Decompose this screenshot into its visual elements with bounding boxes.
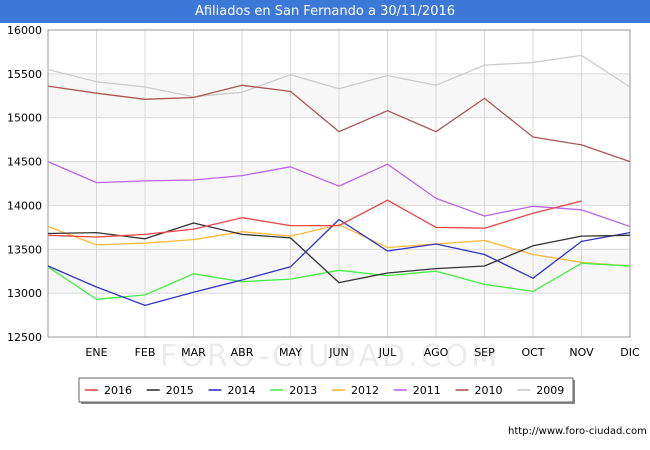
watermark-text: FORO-CIUDAD.COM — [160, 339, 500, 374]
x-tick-label: JUL — [378, 346, 397, 359]
x-axis: ENE FEB MAR ABR MAY JUN JUL AGO SEP OCT NOV DIC — [85, 346, 640, 359]
x-tick-label: MAY — [279, 346, 302, 359]
legend-label-2010: 2010 — [475, 384, 503, 397]
x-tick-label: ABR — [231, 346, 254, 359]
legend-label-2016: 2016 — [104, 384, 132, 397]
x-tick-label: FEB — [135, 346, 156, 359]
x-tick-label: MAR — [181, 346, 206, 359]
series-line-2014 — [47, 218, 631, 307]
y-tick-label: 15000 — [7, 112, 42, 125]
legend: 2016 2015 2014 2013 2012 2011 2010 2009 — [78, 377, 575, 404]
legend-label-2015: 2015 — [166, 384, 194, 397]
legend-label-2009: 2009 — [536, 384, 564, 397]
y-axis: 12500 13000 13500 14000 14500 15000 15500 16000 — [7, 24, 42, 344]
series-line-2012 — [47, 224, 631, 267]
series-lines — [47, 54, 631, 307]
x-tick-label: OCT — [521, 346, 544, 359]
y-tick-label: 13000 — [7, 287, 42, 300]
plot-border — [47, 29, 631, 338]
y-tick-label: 14500 — [7, 156, 42, 169]
series-line-2016 — [47, 199, 582, 238]
series-line-2015 — [47, 222, 631, 284]
y-tick-label: 16000 — [7, 24, 42, 37]
legend-label-2014: 2014 — [228, 384, 256, 397]
y-tick-label: 13500 — [7, 243, 42, 256]
series-line-2009 — [47, 54, 631, 98]
x-tick-label: ENE — [85, 346, 107, 359]
legend-label-2011: 2011 — [413, 384, 441, 397]
x-tick-label: DIC — [620, 346, 640, 359]
source-url[interactable]: http://www.foro-ciudad.com — [508, 426, 647, 437]
y-tick-label: 14000 — [7, 199, 42, 212]
x-tick-label: AGO — [424, 346, 449, 359]
x-tick-label: NOV — [569, 346, 594, 359]
x-tick-label: JUN — [328, 346, 349, 359]
grid-lines — [47, 29, 631, 338]
legend-label-2013: 2013 — [289, 384, 317, 397]
legend-box — [78, 377, 574, 403]
y-tick-label: 15500 — [7, 68, 42, 81]
series-line-2011 — [47, 161, 631, 228]
x-tick-label: SEP — [474, 346, 495, 359]
series-line-2013 — [47, 262, 631, 300]
series-line-2010 — [47, 84, 631, 163]
legend-label-2012: 2012 — [351, 384, 379, 397]
y-tick-label: 12500 — [7, 331, 42, 344]
chart-title: Afiliados en San Fernando a 30/11/2016 — [0, 0, 650, 23]
